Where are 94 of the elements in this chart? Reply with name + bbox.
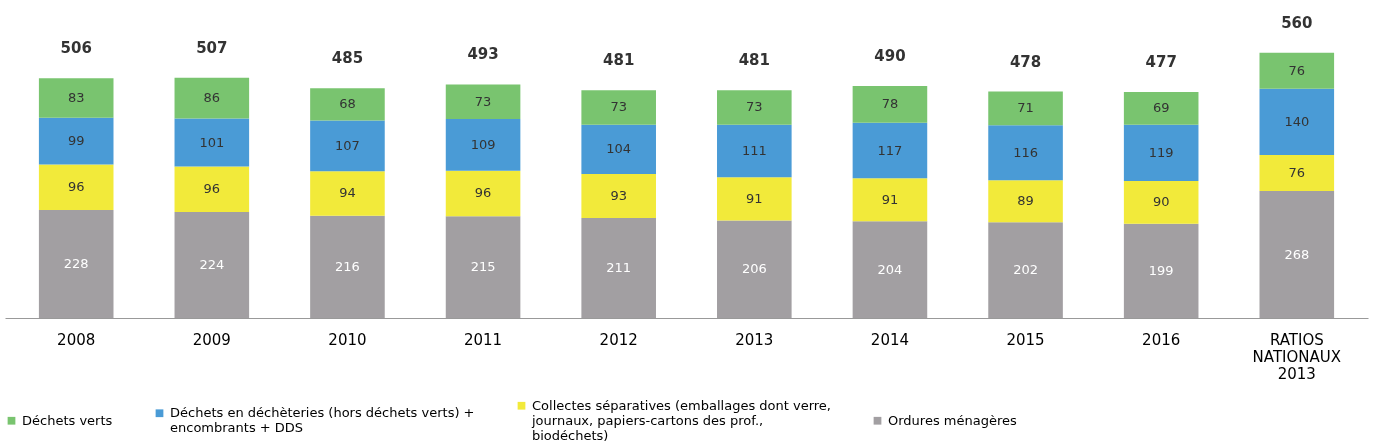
- bar: [310, 120, 385, 172]
- total-label: 481: [603, 51, 635, 70]
- bar: [852, 178, 928, 222]
- bar: [717, 124, 792, 178]
- data-label: 73: [474, 93, 492, 109]
- bar: [1259, 155, 1335, 192]
- x-tick-label: 2010: [328, 330, 367, 349]
- total-label: 506: [60, 39, 92, 58]
- data-label: 91: [881, 191, 899, 207]
- bar: [1123, 181, 1199, 224]
- data-label: 140: [1284, 113, 1310, 129]
- bar: [445, 119, 521, 171]
- data-label: 101: [199, 134, 225, 150]
- data-label: 76: [1288, 62, 1306, 78]
- x-tick-label: 2008: [57, 330, 96, 349]
- total-label: 485: [331, 49, 364, 68]
- bar: [174, 118, 250, 167]
- data-label: 202: [1013, 262, 1038, 278]
- data-label: 104: [606, 141, 632, 157]
- bar: [988, 125, 1063, 181]
- bar: [581, 90, 656, 125]
- data-label: 111: [741, 143, 767, 159]
- x-tick-label: 2016: [1142, 330, 1181, 349]
- data-label: 69: [1152, 100, 1170, 116]
- bar: [717, 90, 792, 125]
- x-tick-label: 2012: [599, 330, 638, 349]
- data-label: 215: [470, 259, 496, 275]
- data-label: 83: [67, 89, 85, 105]
- total-label: 490: [874, 46, 906, 65]
- bar: [1123, 92, 1199, 125]
- bar: [310, 88, 385, 121]
- data-label: 71: [1017, 100, 1034, 116]
- bar: [988, 180, 1063, 223]
- legend-label: Déchets verts: [22, 412, 113, 428]
- bar: [1123, 124, 1199, 182]
- x-tick-label: 2015: [1006, 330, 1045, 349]
- data-label: 73: [746, 99, 763, 115]
- bar: [445, 84, 521, 120]
- bar: [1259, 52, 1335, 89]
- total-label: 477: [1145, 53, 1177, 72]
- bar: [1259, 88, 1335, 156]
- data-label: 90: [1152, 194, 1170, 210]
- data-label: 117: [877, 142, 903, 158]
- bar: [717, 177, 792, 221]
- data-label: 211: [606, 260, 632, 276]
- bar: [581, 124, 656, 174]
- total-label: 493: [467, 45, 499, 64]
- data-label: 96: [203, 181, 221, 197]
- data-label: 73: [610, 99, 627, 115]
- total-label: 507: [196, 38, 228, 57]
- bar: [174, 77, 250, 119]
- x-tick-label: 2014: [870, 330, 910, 349]
- bar: [581, 174, 656, 219]
- data-label: 96: [67, 179, 85, 195]
- legend-label: Collectes séparatives (emballages dont verre, journaux, papiers-cartons des prof., biodéchets): [531, 397, 831, 443]
- legend-label: Ordures ménagères: [888, 412, 1017, 428]
- data-label: 93: [610, 188, 627, 204]
- bar: [38, 78, 114, 118]
- total-label: 481: [738, 51, 770, 70]
- data-label: 224: [199, 256, 225, 272]
- bar: [852, 122, 928, 179]
- bar: [445, 170, 521, 217]
- data-label: 216: [335, 258, 360, 274]
- data-label: 89: [1017, 193, 1034, 209]
- total-label: 478: [1009, 52, 1042, 71]
- total-label: 560: [1281, 13, 1313, 32]
- bar: [38, 164, 114, 210]
- data-label: 109: [470, 136, 496, 152]
- legend-label: Déchets en déchèteries (hors déchets verts) + encombrants + DDS: [170, 405, 475, 436]
- bar: [852, 85, 928, 123]
- bar: [38, 117, 114, 165]
- data-label: 268: [1284, 246, 1310, 262]
- data-label: 76: [1288, 165, 1306, 181]
- data-label: 206: [741, 261, 767, 277]
- x-tick-label: 2009: [192, 330, 231, 349]
- data-label: 99: [67, 133, 85, 149]
- x-tick-label: 2011: [463, 330, 503, 349]
- bar: [310, 171, 385, 216]
- data-label: 228: [63, 256, 89, 271]
- data-label: 78: [881, 96, 899, 112]
- data-label: 116: [1013, 144, 1038, 160]
- data-label: 204: [877, 261, 903, 277]
- data-label: 91: [746, 190, 763, 206]
- data-label: 96: [474, 185, 492, 201]
- data-label: 68: [339, 96, 356, 112]
- data-label: 94: [339, 185, 356, 201]
- bar: [988, 91, 1063, 126]
- x-tick-label: RATIOS NATIONAUX 2013: [1252, 330, 1342, 383]
- data-label: 107: [335, 137, 360, 153]
- bar: [174, 166, 250, 212]
- data-label: 86: [203, 90, 221, 106]
- x-tick-label: 2013: [735, 330, 774, 349]
- data-label: 119: [1148, 144, 1174, 160]
- data-label: 199: [1148, 262, 1174, 278]
